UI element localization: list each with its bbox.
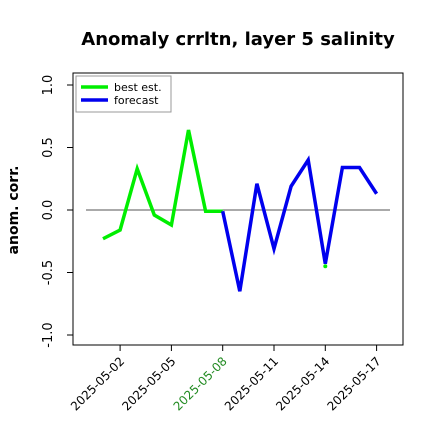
legend: best est.forecast — [75, 75, 172, 113]
y-tick-label: 0.5 — [41, 137, 56, 158]
x-tick-label: 2025-05-02 — [68, 354, 127, 413]
y-tick-label: -1.0 — [41, 322, 56, 347]
x-tick-label: 2025-05-14 — [273, 354, 332, 413]
plot-area — [72, 72, 404, 346]
legend-box — [75, 75, 172, 113]
legend-label: forecast — [114, 94, 159, 107]
x-tick-label: 2025-05-08 — [171, 354, 230, 413]
legend-label: best est. — [114, 81, 162, 94]
y-tick-label: 0.0 — [41, 200, 56, 221]
series-point — [323, 264, 328, 269]
series-line-best-est — [102, 129, 223, 241]
x-tick-label: 2025-05-05 — [119, 354, 178, 413]
x-tick-label: 2025-05-17 — [325, 354, 384, 413]
y-tick-label: 1.0 — [41, 75, 56, 96]
chart-title: Anomaly crrltn, layer 5 salinity — [81, 29, 395, 50]
series-line-forecast — [220, 155, 379, 292]
y-axis-label: anom. corr. — [6, 166, 22, 255]
y-tick-label: -0.5 — [41, 260, 56, 285]
x-tick-label: 2025-05-11 — [222, 354, 281, 413]
